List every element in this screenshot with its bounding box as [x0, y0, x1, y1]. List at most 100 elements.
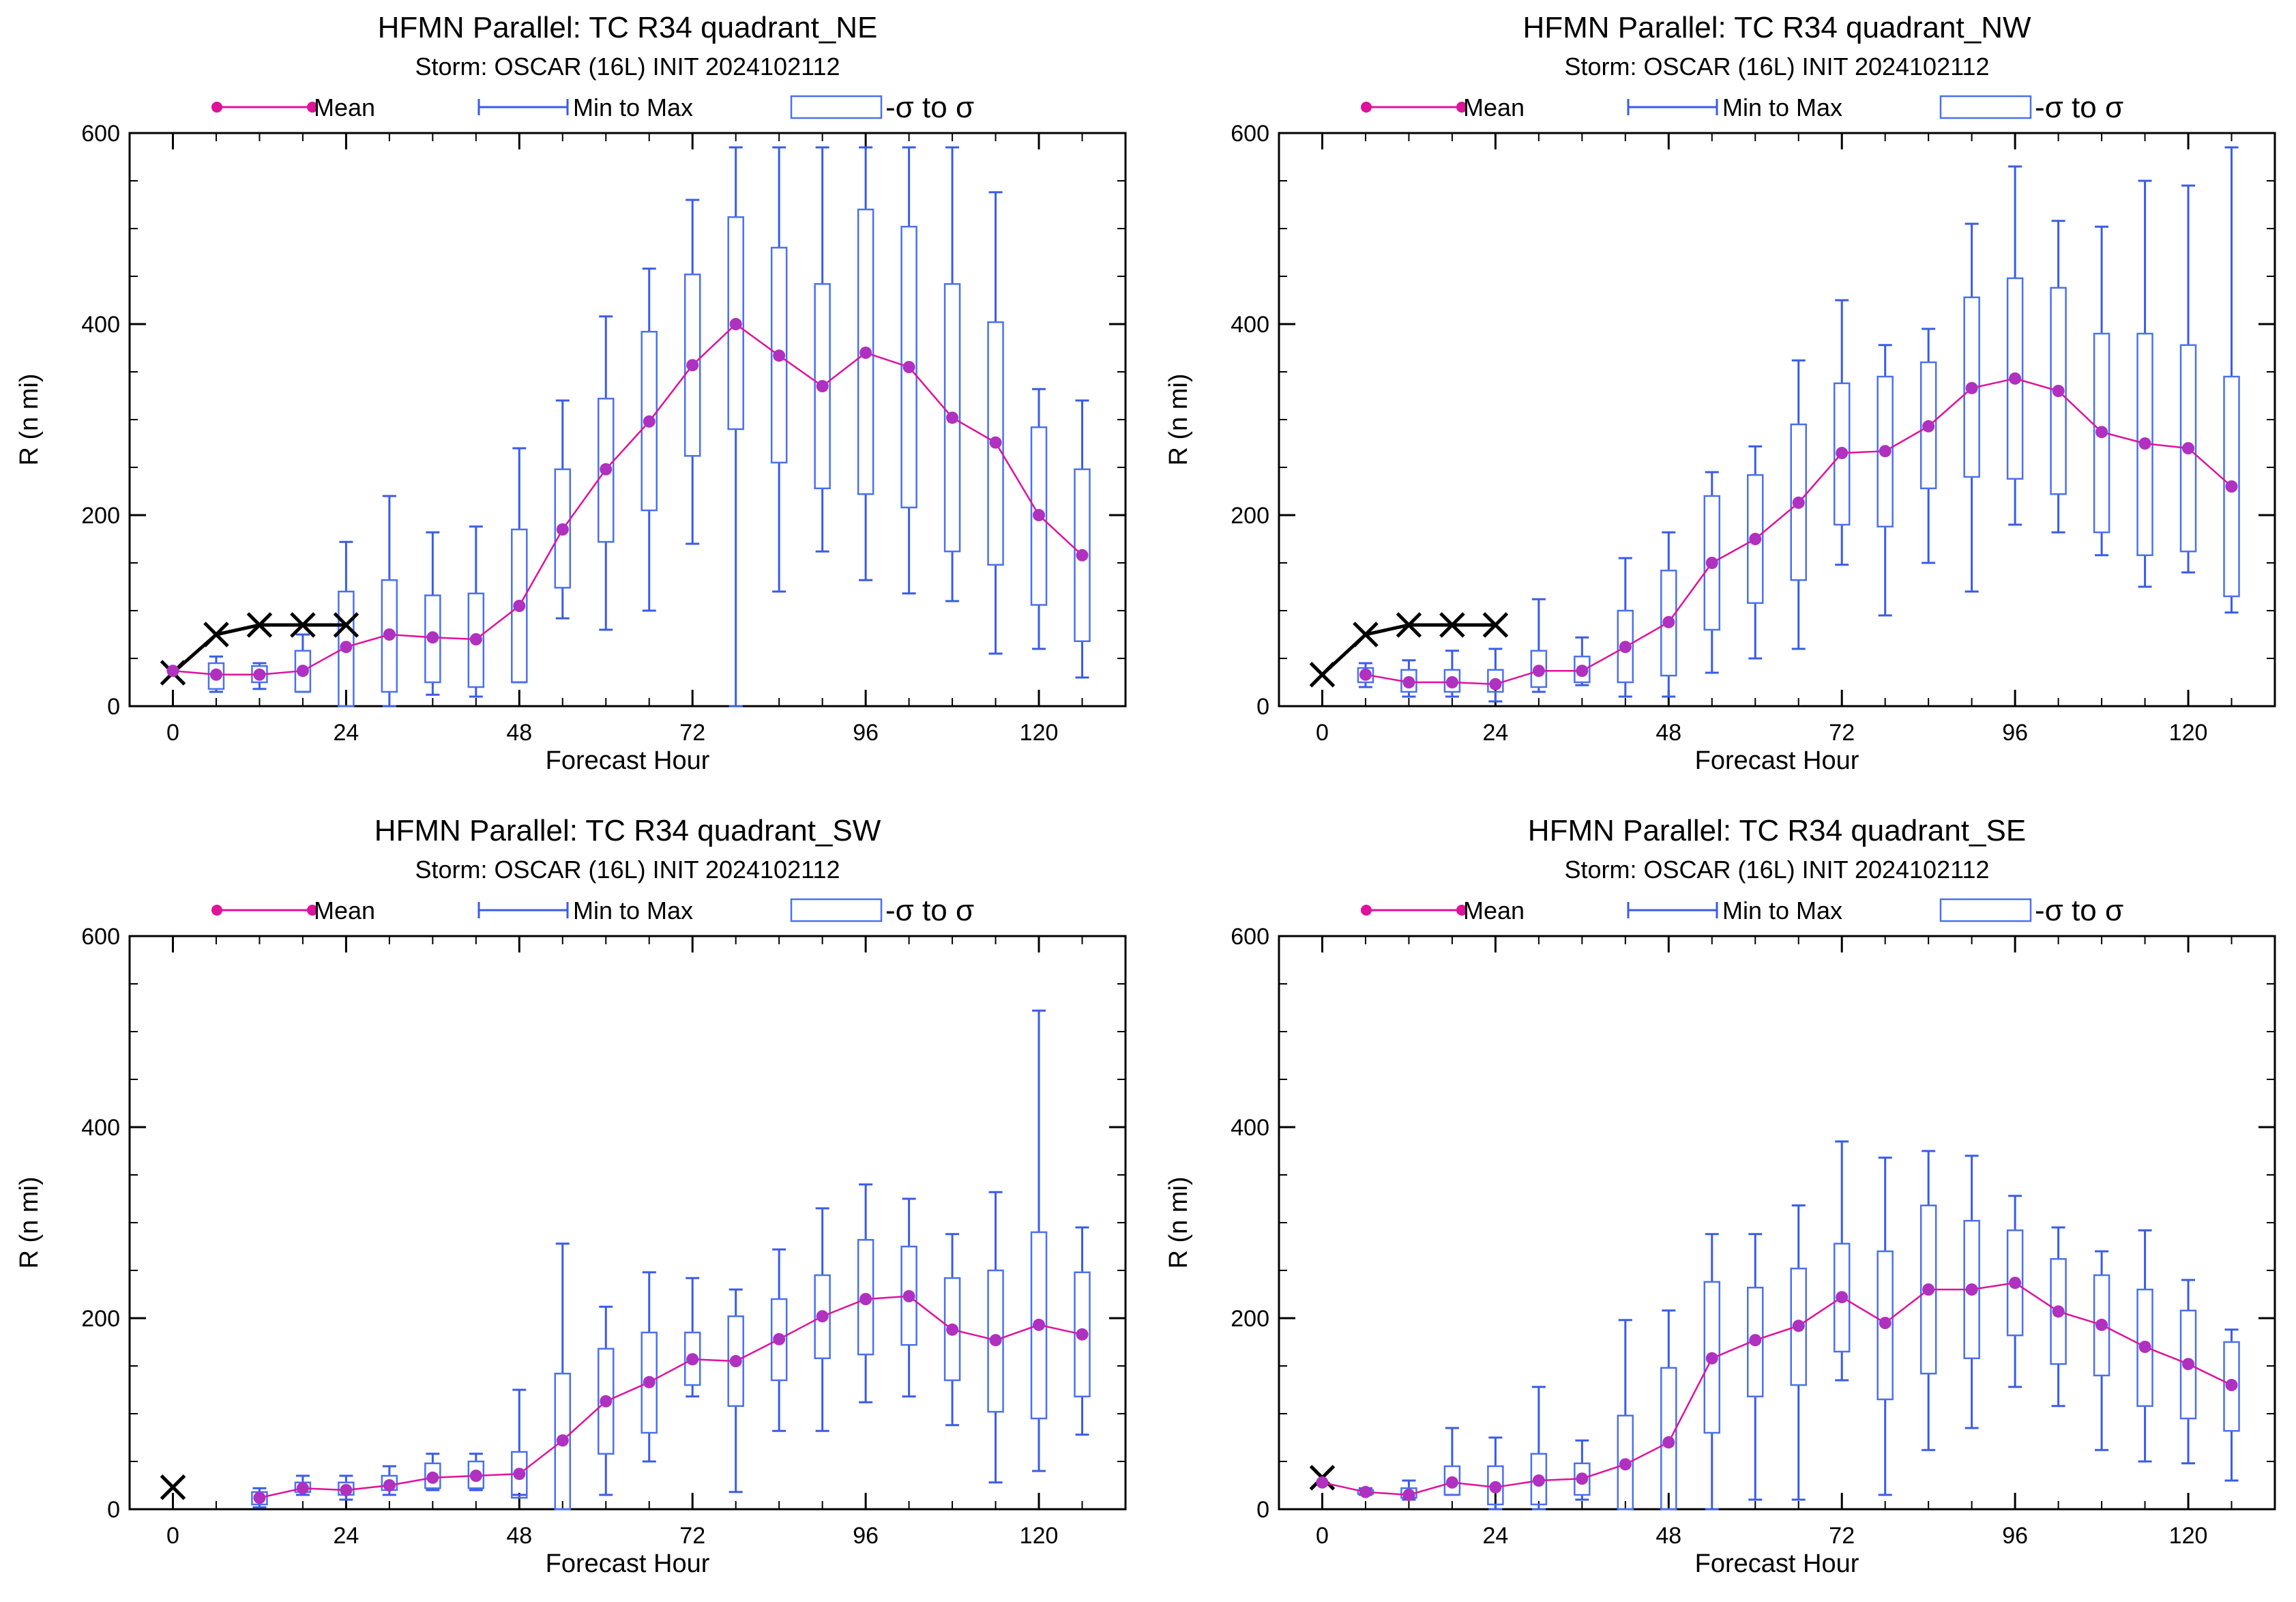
box-whisker [598, 315, 615, 631]
box-whisker [2093, 1250, 2110, 1451]
sigma-box [814, 282, 831, 490]
mean-point [296, 1482, 309, 1495]
mean-point [902, 361, 915, 373]
x-tick-label: 48 [506, 1523, 532, 1549]
box-whisker [770, 1248, 788, 1432]
legend-sigma-label: -σ to σ [2035, 894, 2123, 927]
legend-sigma-label: -σ to σ [2035, 91, 2123, 124]
sigma-box [2223, 375, 2240, 598]
box-whisker [1919, 327, 1937, 564]
box-whisker [2050, 1226, 2067, 1408]
x-tick-label: 48 [1655, 1523, 1681, 1549]
box-whisker [381, 495, 398, 708]
mean-point [600, 463, 613, 476]
mean-point [2095, 1318, 2108, 1331]
sigma-box [2093, 1274, 2110, 1377]
mean-point [1965, 1283, 1978, 1296]
box-whisker [770, 146, 788, 593]
sigma-box [641, 1331, 658, 1434]
box-whisker [683, 199, 701, 545]
sigma-box [1833, 382, 1851, 526]
mean-point [859, 1293, 872, 1305]
box-whisker [1074, 399, 1091, 679]
legend-minmax-label: Min to Max [1722, 897, 1842, 924]
observed-marker-stroke [1482, 612, 1509, 638]
sigma-box [770, 1298, 788, 1382]
sigma-box [814, 1274, 831, 1360]
legend-mean-marker [307, 102, 318, 113]
sigma-box [1919, 361, 1937, 490]
y-axis-label: R (n mi) [15, 1176, 44, 1268]
mean-point [1316, 1476, 1329, 1489]
box-whisker [641, 267, 658, 612]
legend-sigma-box [790, 95, 883, 119]
observed-marker [1439, 612, 1465, 638]
y-tick-label: 400 [1231, 1115, 1269, 1141]
x-axis-label: Forecast Hour [546, 746, 710, 775]
box-whisker [857, 1183, 874, 1403]
box-whisker [1030, 388, 1048, 650]
mean-point [1359, 668, 1372, 681]
sigma-box [943, 282, 961, 553]
y-axis-label: R (n mi) [1164, 1176, 1193, 1268]
sigma-box [2006, 277, 2024, 480]
legend-mean-marker [1456, 102, 1467, 113]
observed-marker-stroke [160, 1474, 186, 1500]
chart-panel-0: HFMN Parallel: TC R34 quadrant_NE Storm: … [15, 11, 1127, 775]
observed-marker-stroke [333, 612, 359, 638]
sigma-box [1030, 1231, 1048, 1420]
mean-point [2009, 1277, 2022, 1290]
legend-mean-label: Mean [314, 93, 375, 121]
mean-point [513, 600, 526, 612]
y-axis-label: R (n mi) [15, 373, 44, 465]
box-whisker [987, 1191, 1004, 1484]
mean-point [1879, 445, 1892, 458]
legend-mean-label: Mean [1463, 93, 1525, 121]
mean-point [816, 380, 829, 392]
chart-panel-1: HFMN Parallel: TC R34 quadrant_NW Storm: … [1164, 11, 2276, 775]
box-whisker [1963, 222, 1980, 593]
observed-marker-stroke [203, 622, 229, 647]
mean-point [2052, 1305, 2065, 1318]
x-axis-label: Forecast Hour [1695, 746, 1859, 775]
observed-marker-stroke [1309, 662, 1336, 688]
box-whisker [1790, 359, 1807, 650]
box-whisker [598, 1305, 615, 1496]
chart-subtitle: Storm: OSCAR (16L) INIT 2024102112 [415, 856, 840, 884]
legend-minmax-label: Min to Max [573, 897, 693, 924]
mean-point [1792, 1320, 1805, 1332]
legend-minmax-label: Min to Max [573, 93, 693, 121]
mean-point [946, 411, 959, 424]
x-axis-label: Forecast Hour [546, 1549, 710, 1578]
mean-point [1445, 676, 1458, 688]
legend-mean-marker [307, 905, 318, 916]
box-whisker [1617, 1319, 1634, 1511]
chart-panel-3: HFMN Parallel: TC R34 quadrant_SE Storm: … [1164, 814, 2276, 1578]
mean-point [2138, 437, 2151, 450]
legend-mean-marker [1361, 905, 1372, 916]
sigma-box [1030, 426, 1048, 606]
mean-point [686, 1353, 699, 1366]
mean-point [1532, 665, 1545, 678]
y-tick-label: 600 [81, 924, 120, 950]
x-tick-label: 72 [679, 1523, 705, 1549]
legend-mean-label: Mean [1463, 897, 1525, 924]
mean-point [686, 359, 699, 372]
y-tick-label: 200 [81, 1306, 120, 1332]
sigma-box [1747, 474, 1764, 605]
sigma-box [1530, 650, 1548, 688]
box-whisker [554, 399, 572, 620]
sigma-box [900, 225, 917, 509]
y-tick-label: 400 [81, 1115, 120, 1141]
mean-point [1965, 381, 1978, 394]
box-whisker [1487, 647, 1504, 703]
legend-sigma-box [1939, 95, 2032, 119]
mean-point [253, 1491, 266, 1504]
mean-point [340, 641, 353, 654]
box-whisker [2006, 1195, 2024, 1388]
mean-point [600, 1395, 613, 1408]
mean-line [173, 323, 1083, 676]
legend-mean-label: Mean [314, 897, 375, 924]
sigma-box [1703, 1281, 1721, 1434]
observed-marker-stroke [290, 612, 316, 638]
